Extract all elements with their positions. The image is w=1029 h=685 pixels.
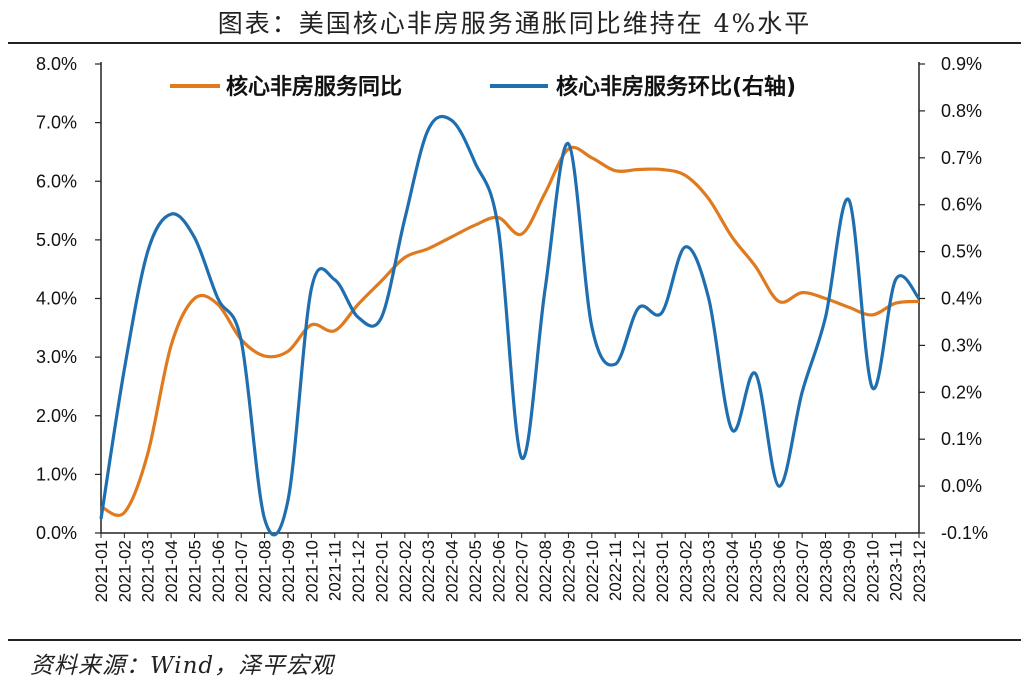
- x-tick-label: 2022-08: [536, 540, 555, 602]
- x-tick-label: 2023-01: [653, 540, 672, 602]
- right-tick-label: 0.0%: [941, 476, 982, 496]
- bottom-rule: [8, 639, 1021, 641]
- left-tick-label: 1.0%: [36, 464, 77, 484]
- legend: 核心非房服务同比 核心非房服务环比(右轴): [170, 74, 796, 100]
- legend-label-mom: 核心非房服务环比(右轴): [556, 74, 796, 100]
- x-tick-label: 2022-06: [489, 540, 508, 602]
- x-tick-label: 2023-03: [700, 540, 719, 602]
- x-tick-label: 2023-09: [840, 540, 859, 602]
- x-tick-label: 2021-06: [209, 540, 228, 602]
- x-tick-label: 2022-02: [396, 540, 415, 602]
- x-tick-label: 2021-08: [256, 540, 275, 602]
- x-tick-label: 2022-09: [559, 540, 578, 602]
- x-tick-label: 2021-04: [162, 540, 181, 602]
- series-line-yoy: [100, 145, 920, 518]
- legend-label-yoy: 核心非房服务同比: [226, 74, 402, 100]
- left-tick-label: 6.0%: [36, 171, 77, 191]
- left-tick-label: 5.0%: [36, 230, 77, 250]
- chart-title: 图表：美国核心非房服务通胀同比维持在 4%水平: [217, 9, 812, 38]
- right-tick-label: 0.3%: [941, 335, 982, 355]
- top-rule: [8, 42, 1021, 44]
- source-note: 资料来源：Wind，泽平宏观: [30, 653, 335, 679]
- x-tick-label: 2023-10: [863, 540, 882, 602]
- x-tick-label: 2021-09: [279, 540, 298, 602]
- x-tick-label: 2023-06: [770, 540, 789, 602]
- x-tick-label: 2023-02: [676, 540, 695, 602]
- x-tick-label: 2022-10: [583, 540, 602, 602]
- x-tick-label: 2022-12: [630, 540, 649, 602]
- right-tick-label: 0.8%: [941, 101, 982, 121]
- x-tick-label: 2023-05: [746, 540, 765, 602]
- right-tick-label: 0.9%: [941, 54, 982, 74]
- x-tick-label: 2021-07: [232, 540, 251, 602]
- left-tick-label: 8.0%: [36, 54, 77, 74]
- left-tick-label: 4.0%: [36, 289, 77, 309]
- x-tick-label: 2021-11: [326, 540, 345, 601]
- x-tick-label: 2022-01: [372, 540, 391, 602]
- x-tick-label: 2022-07: [513, 540, 532, 602]
- x-tick-label: 2021-02: [115, 540, 134, 602]
- series-line-mom: [99, 114, 921, 537]
- x-tick-label: 2022-11: [606, 540, 625, 601]
- x-tick-label: 2023-12: [910, 540, 929, 602]
- left-tick-label: 3.0%: [36, 347, 77, 367]
- x-tick-label: 2021-03: [139, 540, 158, 602]
- left-tick-label: 2.0%: [36, 406, 77, 426]
- right-tick-label: 0.5%: [941, 242, 982, 262]
- right-tick-label: 0.2%: [941, 382, 982, 402]
- x-tick-label: 2022-04: [443, 540, 462, 602]
- right-tick-label: 0.1%: [941, 429, 982, 449]
- x-tick-label: 2023-11: [887, 540, 906, 601]
- x-tick-label: 2021-01: [92, 540, 111, 602]
- left-tick-label: 0.0%: [36, 523, 77, 543]
- x-tick-label: 2021-10: [302, 540, 321, 602]
- right-tick-label: 0.4%: [941, 289, 982, 309]
- right-tick-label: 0.7%: [941, 148, 982, 168]
- left-tick-label: 7.0%: [36, 113, 77, 133]
- right-tick-label: 0.6%: [941, 195, 982, 215]
- x-tick-label: 2021-05: [185, 540, 204, 602]
- x-tick-label: 2023-07: [793, 540, 812, 602]
- x-tick-label: 2021-12: [349, 540, 368, 602]
- x-tick-label: 2023-04: [723, 540, 742, 602]
- x-tick-label: 2022-05: [466, 540, 485, 602]
- x-tick-label: 2022-03: [419, 540, 438, 602]
- right-tick-label: -0.1%: [941, 523, 988, 543]
- x-tick-label: 2023-08: [817, 540, 836, 602]
